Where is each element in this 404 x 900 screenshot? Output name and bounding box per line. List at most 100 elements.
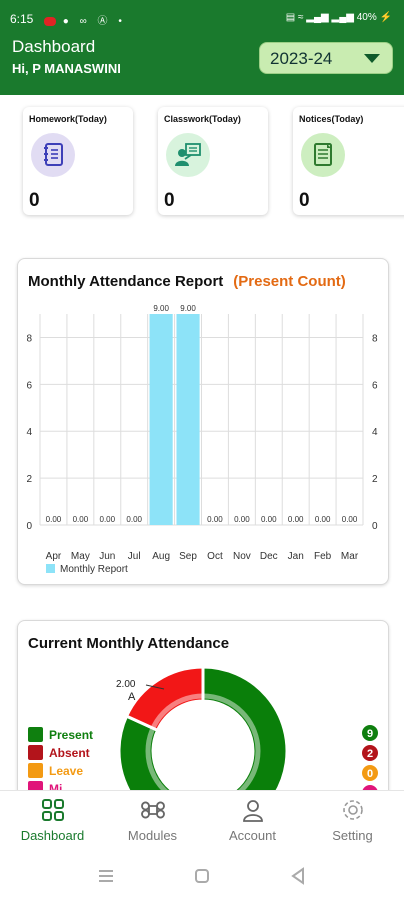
x-tick-label: Nov [233, 551, 251, 562]
homework-card-label: Homework(Today) [29, 114, 107, 124]
data-label: 0.00 [73, 515, 89, 524]
attendance-bar-chart: 0 0 2 2 4 4 6 6 8 8 0.00 Apr 0.00 May 0.00 Jun 0.00 Jul 9.… [26, 304, 378, 575]
data-label: 0.00 [234, 515, 250, 524]
y-tick-label-right: 2 [372, 474, 378, 485]
nav-modules-label: Modules [127, 828, 178, 843]
nav-account[interactable]: Account [202, 791, 303, 849]
count-badge [362, 745, 378, 761]
legend-label-absent: Absent [49, 746, 90, 760]
count-badge-value: 2 [367, 748, 373, 760]
data-label: 0.00 [261, 515, 277, 524]
nav-modules[interactable]: Modules [102, 791, 203, 849]
status-time: 6:15 [10, 12, 34, 26]
x-tick-label: Jul [128, 551, 141, 562]
classwork-icon [166, 133, 210, 177]
bar [149, 314, 173, 525]
chart-subtitle: (Present Count) [233, 273, 346, 290]
nav-setting[interactable]: Setting [302, 791, 403, 849]
legend-swatch [46, 564, 55, 573]
notices-card[interactable]: Notices(Today) 0 [293, 107, 404, 215]
data-label: 0.00 [46, 515, 62, 524]
bottom-navigation: Dashboard Modules Account Setting [0, 790, 404, 848]
x-tick-label: Jan [288, 551, 304, 562]
count-badge-value: 9 [367, 728, 373, 740]
back-button[interactable] [291, 867, 304, 885]
account-icon [243, 800, 263, 822]
y-tick-label-right: 4 [372, 427, 378, 438]
legend-swatch-present [28, 727, 43, 742]
y-tick-label: 0 [26, 521, 32, 532]
page-title: Dashboard [12, 37, 96, 56]
data-label: 0.00 [207, 515, 223, 524]
classwork-card[interactable]: Classwork(Today) 0 [158, 107, 268, 215]
count-badge-value: 0 [367, 768, 373, 780]
caret-down-icon [364, 54, 380, 63]
data-label: 0.00 [315, 515, 331, 524]
donut-callout-value: 2.00 [116, 679, 136, 690]
x-tick-label: Aug [152, 551, 170, 562]
wifi-icon: ≈ [297, 12, 304, 23]
y-tick-label: 2 [26, 474, 32, 485]
data-label: 0.00 [342, 515, 358, 524]
data-label: 9.00 [180, 304, 196, 313]
academic-year-select[interactable]: 2023-24 [259, 42, 393, 74]
monthly-attendance-panel: Monthly Attendance Report (Present Count)… [17, 258, 389, 585]
current-attendance-title: Current Monthly Attendance [28, 635, 230, 652]
homework-count: 0 [29, 190, 40, 211]
x-tick-label: Apr [46, 551, 62, 562]
data-label: 9.00 [153, 304, 169, 313]
donut-slice-present [117, 665, 289, 819]
legend-label-leave: Leave [49, 764, 83, 778]
signal-icon-2: ▂▄▆ [331, 12, 354, 23]
nav-dashboard[interactable]: Dashboard [2, 791, 103, 849]
donut-callout-line [145, 684, 165, 690]
data-label: 0.00 [100, 515, 116, 524]
nav-dashboard-label: Dashboard [20, 828, 85, 843]
legend-label: Monthly Report [60, 564, 128, 575]
y-tick-label: 8 [26, 333, 32, 344]
homework-icon [31, 133, 75, 177]
data-label: 0.00 [288, 515, 304, 524]
x-tick-label: Feb [314, 551, 332, 562]
legend-swatch-leave [28, 763, 43, 778]
dot-icon: • [118, 16, 126, 27]
count-badge [362, 725, 378, 741]
status-icons: ● ∞ Ⓐ • [44, 12, 126, 27]
y-tick-label: 6 [26, 380, 32, 391]
x-tick-label: Dec [260, 551, 278, 562]
chart-title: Monthly Attendance Report [28, 273, 224, 290]
notices-count: 0 [299, 190, 310, 211]
recents-button[interactable] [99, 870, 113, 882]
legend-swatch-absent [28, 745, 43, 760]
x-tick-label: May [71, 551, 90, 562]
y-tick-label-right: 0 [372, 521, 378, 532]
x-tick-label: Jun [99, 551, 115, 562]
notices-card-label: Notices(Today) [299, 114, 364, 124]
modules-icon [141, 801, 165, 819]
location-icon: ● [62, 16, 73, 27]
voicemail-icon: ∞ [79, 16, 91, 27]
academic-year-value: 2023-24 [270, 49, 333, 68]
app-header: 6:15 ● ∞ Ⓐ • ▤ ≈ ▂▄▆ ▂▄▆ 40% ⚡ Dashboard… [0, 0, 404, 95]
classwork-count: 0 [164, 190, 175, 211]
settings-icon [343, 800, 363, 820]
monthly-attendance-title: Monthly Attendance Report (Present Count) [28, 273, 346, 290]
x-tick-label: Oct [207, 551, 223, 562]
a-icon: Ⓐ [97, 16, 112, 27]
homework-card[interactable]: Homework(Today) 0 [23, 107, 133, 215]
dashboard-icon [42, 799, 64, 821]
classwork-card-label: Classwork(Today) [164, 114, 241, 124]
y-tick-label: 4 [26, 427, 32, 438]
home-button[interactable] [195, 869, 209, 883]
user-greeting: Hi, P MANASWINI [12, 61, 121, 76]
status-bar: 6:15 ● ∞ Ⓐ • ▤ ≈ ▂▄▆ ▂▄▆ 40% ⚡ [0, 0, 404, 36]
y-tick-label-right: 8 [372, 333, 378, 344]
nav-setting-label: Setting [332, 828, 373, 843]
legend-label-present: Present [49, 728, 93, 742]
nav-account-label: Account [229, 828, 276, 843]
donut-callout-letter: A [128, 691, 136, 703]
jio-icon [44, 16, 56, 26]
battery-icon: ⚡ [379, 12, 392, 23]
x-tick-label: Sep [179, 551, 197, 562]
data-label: 0.00 [126, 515, 142, 524]
